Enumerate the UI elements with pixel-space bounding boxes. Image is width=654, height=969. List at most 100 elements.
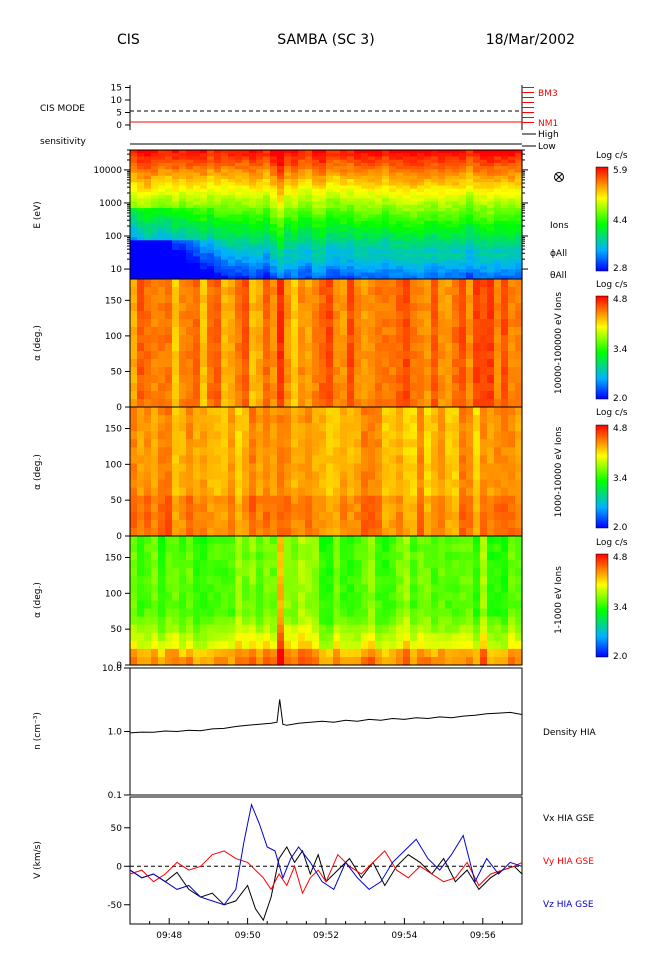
energy-cell — [137, 159, 145, 164]
pitch-low-cell — [284, 536, 292, 545]
pitch-high-cell — [480, 359, 488, 368]
energy-cell — [445, 191, 453, 196]
energy-cell — [158, 188, 166, 193]
energy-cell — [270, 185, 278, 190]
pitch-mid-cell — [137, 503, 145, 513]
pitch-high-cell — [249, 367, 257, 376]
pitch-low-cell — [438, 624, 446, 634]
pitch-mid-side-label: 1000-10000 eV Ions — [554, 426, 564, 517]
pitch-low-cell — [165, 544, 173, 553]
energy-cell — [508, 275, 516, 280]
pitch-high-cell — [515, 327, 523, 336]
pitch-high-cell — [249, 335, 257, 344]
pitch-mid-cell — [298, 455, 306, 465]
mode-label-bm3: BM3 — [538, 89, 558, 99]
energy-cell — [354, 191, 362, 196]
energy-cell — [179, 150, 187, 154]
pitch-mid-cell — [361, 479, 369, 489]
pitch-high-cell — [396, 367, 404, 376]
pitch-low-cell — [396, 608, 404, 618]
pitch-high-cell — [228, 311, 236, 320]
pitch-high-cell — [158, 335, 166, 344]
energy-cell — [361, 217, 369, 222]
pitch-mid-cell — [242, 479, 250, 489]
pitch-mid-cell — [487, 415, 495, 424]
energy-cell — [431, 243, 439, 248]
pitch-high-cell — [158, 351, 166, 360]
energy-cell — [389, 220, 397, 225]
energy-cell — [249, 211, 257, 216]
pitch-mid-cell — [340, 423, 348, 432]
energy-cell — [193, 162, 201, 167]
energy-cell — [515, 233, 523, 238]
pitch-high-cell — [494, 311, 502, 320]
pitch-high-cell — [403, 295, 411, 304]
energy-cell — [186, 191, 194, 196]
energy-cell — [354, 166, 362, 170]
pitch-mid-cell — [221, 407, 229, 416]
energy-cell — [326, 227, 334, 232]
energy-cell — [312, 191, 320, 196]
energy-cell — [494, 224, 502, 229]
pitch-low-cell — [242, 656, 250, 666]
pitch-low-cell — [305, 544, 313, 553]
pitch-low-cell — [319, 640, 327, 650]
energy-cell — [487, 211, 495, 216]
energy-cell — [382, 262, 390, 267]
pitch-mid-cell — [249, 495, 257, 505]
energy-cell — [144, 208, 152, 212]
pitch-low-cell — [130, 656, 138, 666]
pitch-mid-cell — [403, 415, 411, 424]
energy-cell — [158, 224, 166, 229]
pitch-low-cell — [165, 608, 173, 618]
energy-cell — [137, 227, 145, 232]
energy-cell — [431, 253, 439, 258]
energy-cell — [130, 220, 138, 225]
pitch-low-cell — [200, 552, 208, 561]
pitch-high-cell — [200, 279, 208, 288]
pitch-low-cell — [242, 592, 250, 602]
energy-cell — [389, 185, 397, 190]
pitch-high-cell — [445, 279, 453, 288]
energy-cell — [270, 243, 278, 248]
energy-cell — [137, 162, 145, 167]
pitch-high-cell — [340, 375, 348, 384]
pitch-low-cell — [431, 632, 439, 642]
pitch-high-cell — [487, 367, 495, 376]
pitch-mid-cell — [347, 447, 355, 456]
pitch-high-cell — [333, 351, 341, 360]
energy-cell — [284, 150, 292, 154]
pitch-high-cell — [333, 391, 341, 400]
energy-cell — [494, 211, 502, 216]
energy-cell — [298, 204, 306, 209]
pitch-low-cell — [298, 600, 306, 610]
energy-cell — [186, 266, 194, 270]
pitch-high-cell — [340, 351, 348, 360]
pitch-high-cell — [515, 279, 523, 288]
energy-cell — [494, 159, 502, 164]
pitch-high-cell — [165, 359, 173, 368]
pitch-low-cell — [277, 608, 285, 618]
pitch-low-cell — [410, 560, 418, 569]
pitch-high-cell — [249, 327, 257, 336]
pitch-low-cell — [340, 656, 348, 666]
pitch-mid-cell — [515, 471, 523, 481]
pitch-mid-cell — [501, 487, 509, 497]
pitch-mid-cell — [396, 471, 404, 481]
pitch-mid-cell — [473, 423, 481, 432]
pitch-high-cell — [410, 287, 418, 296]
pitch-mid-cell — [193, 527, 201, 537]
pitch-low-cell — [263, 648, 271, 658]
pitch-low-cell — [207, 624, 215, 634]
pitch-high-cell — [235, 383, 243, 392]
energy-cell — [130, 179, 138, 183]
pitch-low-cell — [221, 624, 229, 634]
pitch-high-cell — [438, 343, 446, 352]
energy-cell — [326, 172, 334, 177]
pitch-high-cell — [438, 287, 446, 296]
pitch-high-cell — [193, 327, 201, 336]
energy-cell — [375, 211, 383, 216]
energy-cell — [487, 159, 495, 164]
energy-cell — [319, 214, 327, 219]
pitch-mid-cell — [354, 447, 362, 456]
